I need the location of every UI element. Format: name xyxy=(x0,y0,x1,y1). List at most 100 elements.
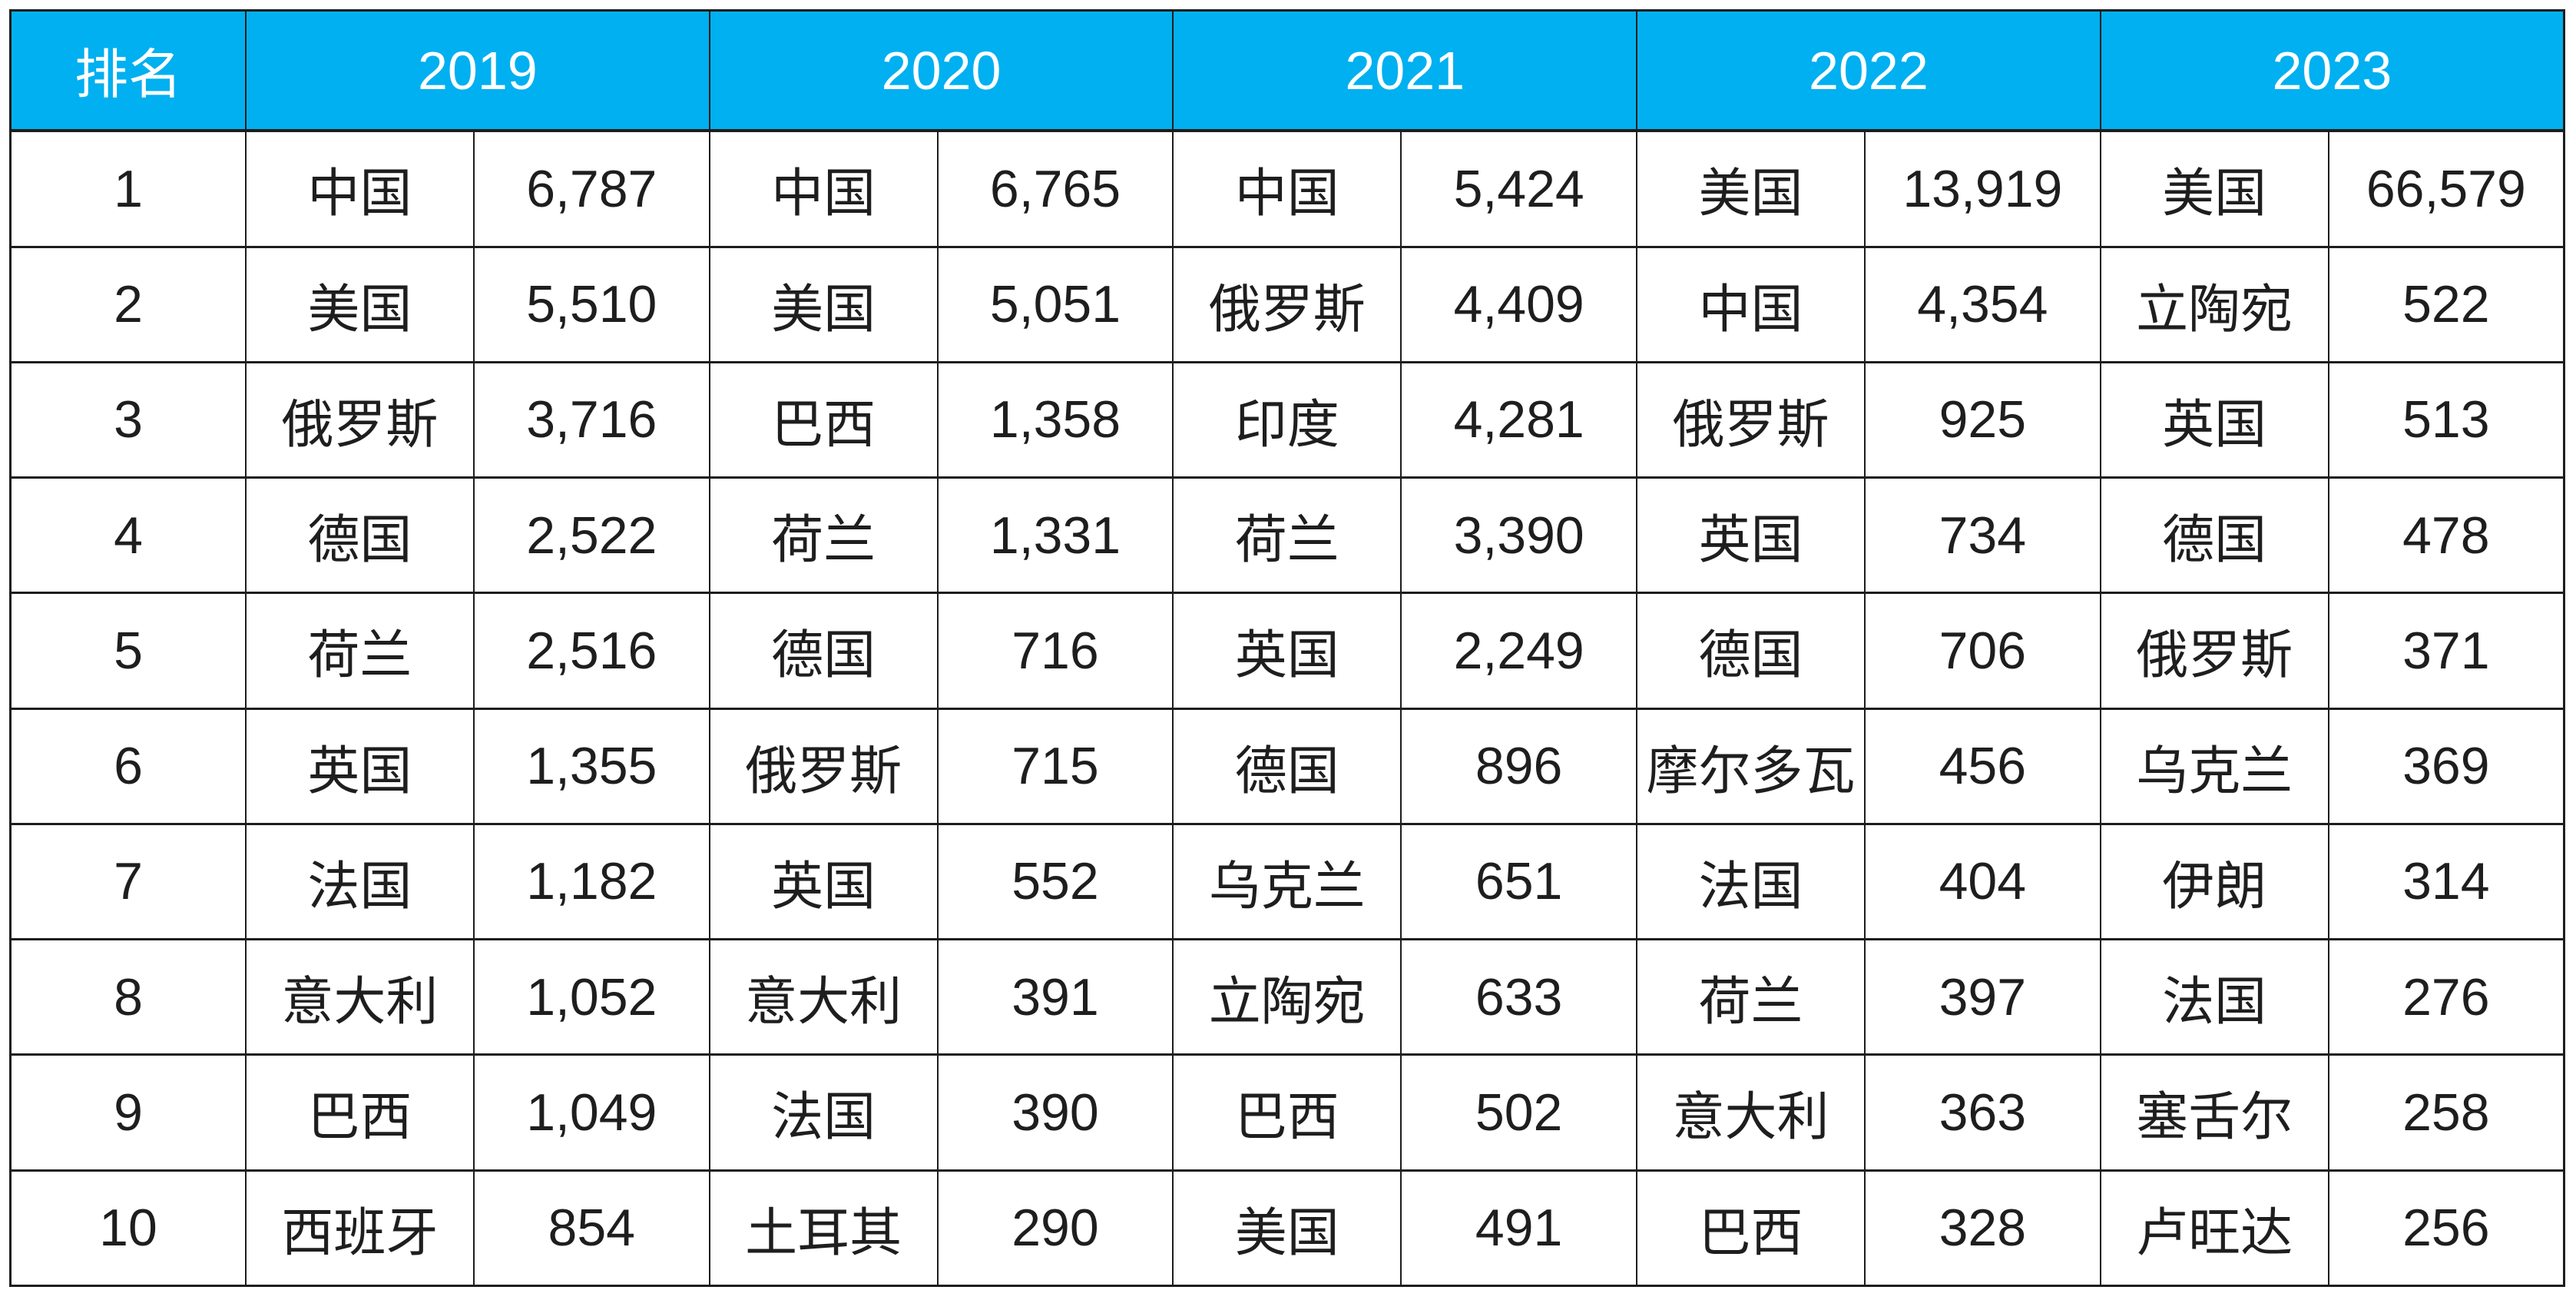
country-cell: 立陶宛 xyxy=(1172,938,1402,1056)
value-cell: 1,331 xyxy=(936,476,1174,595)
value-cell: 716 xyxy=(936,592,1174,710)
country-cell: 塞舌尔 xyxy=(2099,1053,2329,1172)
value-cell: 1,052 xyxy=(472,938,710,1056)
table-row: 3 俄罗斯 3,716 巴西 1,358 印度 4,281 俄罗斯 925 英国 513 xyxy=(9,360,2565,479)
value-cell: 651 xyxy=(1400,822,1638,941)
country-cell: 荷兰 xyxy=(245,592,475,710)
value-cell: 478 xyxy=(2327,476,2565,595)
country-cell: 乌克兰 xyxy=(2099,707,2329,825)
country-cell: 英国 xyxy=(245,707,475,825)
value-cell: 491 xyxy=(1400,1169,1638,1288)
country-cell: 美国 xyxy=(708,245,939,363)
rank-cell: 6 xyxy=(9,707,247,825)
year-header-2020: 2020 xyxy=(708,9,1174,132)
value-cell: 404 xyxy=(1863,822,2101,941)
rank-cell: 10 xyxy=(9,1169,247,1288)
value-cell: 4,409 xyxy=(1400,245,1638,363)
country-cell: 荷兰 xyxy=(1636,938,1866,1056)
country-cell: 德国 xyxy=(2099,476,2329,595)
country-cell: 法国 xyxy=(245,822,475,941)
year-header-2022: 2022 xyxy=(1636,9,2101,132)
country-cell: 巴西 xyxy=(1636,1169,1866,1288)
value-cell: 328 xyxy=(1863,1169,2101,1288)
value-cell: 1,355 xyxy=(472,707,710,825)
country-cell: 立陶宛 xyxy=(2099,245,2329,363)
value-cell: 363 xyxy=(1863,1053,2101,1172)
value-cell: 854 xyxy=(472,1169,710,1288)
value-cell: 925 xyxy=(1863,360,2101,479)
rank-cell: 9 xyxy=(9,1053,247,1172)
country-cell: 德国 xyxy=(1636,592,1866,710)
value-cell: 1,049 xyxy=(472,1053,710,1172)
value-cell: 4,354 xyxy=(1863,245,2101,363)
value-cell: 6,765 xyxy=(936,129,1174,248)
country-cell: 巴西 xyxy=(708,360,939,479)
value-cell: 706 xyxy=(1863,592,2101,710)
country-cell: 美国 xyxy=(1172,1169,1402,1288)
country-cell: 法国 xyxy=(2099,938,2329,1056)
country-cell: 中国 xyxy=(708,129,939,248)
country-cell: 荷兰 xyxy=(708,476,939,595)
value-cell: 6,787 xyxy=(472,129,710,248)
value-cell: 13,919 xyxy=(1863,129,2101,248)
country-cell: 英国 xyxy=(708,822,939,941)
table-row: 5 荷兰 2,516 德国 716 英国 2,249 德国 706 俄罗斯 371 xyxy=(9,592,2565,710)
country-cell: 俄罗斯 xyxy=(708,707,939,825)
rank-cell: 1 xyxy=(9,129,247,248)
country-cell: 俄罗斯 xyxy=(1636,360,1866,479)
country-cell: 英国 xyxy=(1172,592,1402,710)
value-cell: 4,281 xyxy=(1400,360,1638,479)
country-cell: 巴西 xyxy=(245,1053,475,1172)
table-row: 1 中国 6,787 中国 6,765 中国 5,424 美国 13,919 美国 66,579 xyxy=(9,129,2565,248)
value-cell: 256 xyxy=(2327,1169,2565,1288)
country-cell: 卢旺达 xyxy=(2099,1169,2329,1288)
rank-cell: 7 xyxy=(9,822,247,941)
country-cell: 意大利 xyxy=(708,938,939,1056)
rank-cell: 8 xyxy=(9,938,247,1056)
country-cell: 俄罗斯 xyxy=(245,360,475,479)
country-cell: 法国 xyxy=(708,1053,939,1172)
country-cell: 英国 xyxy=(2099,360,2329,479)
country-ranking-table: 排名 2019 2020 2021 2022 2023 1 中国 6,787 中国 6,… xyxy=(9,9,2565,1288)
country-cell: 中国 xyxy=(245,129,475,248)
country-cell: 俄罗斯 xyxy=(2099,592,2329,710)
value-cell: 258 xyxy=(2327,1053,2565,1172)
country-cell: 伊朗 xyxy=(2099,822,2329,941)
header-row: 排名 2019 2020 2021 2022 2023 xyxy=(9,9,2565,132)
rank-cell: 5 xyxy=(9,592,247,710)
table-row: 8 意大利 1,052 意大利 391 立陶宛 633 荷兰 397 法国 276 xyxy=(9,938,2565,1056)
country-cell: 美国 xyxy=(245,245,475,363)
country-cell: 美国 xyxy=(2099,129,2329,248)
rank-column-header: 排名 xyxy=(9,9,247,132)
country-cell: 意大利 xyxy=(245,938,475,1056)
country-cell: 印度 xyxy=(1172,360,1402,479)
value-cell: 513 xyxy=(2327,360,2565,479)
country-cell: 英国 xyxy=(1636,476,1866,595)
country-cell: 德国 xyxy=(708,592,939,710)
country-cell: 摩尔多瓦 xyxy=(1636,707,1866,825)
value-cell: 391 xyxy=(936,938,1174,1056)
value-cell: 314 xyxy=(2327,822,2565,941)
value-cell: 369 xyxy=(2327,707,2565,825)
value-cell: 715 xyxy=(936,707,1174,825)
country-cell: 美国 xyxy=(1636,129,1866,248)
table-row: 7 法国 1,182 英国 552 乌克兰 651 法国 404 伊朗 314 xyxy=(9,822,2565,941)
rank-cell: 4 xyxy=(9,476,247,595)
value-cell: 896 xyxy=(1400,707,1638,825)
table-row: 2 美国 5,510 美国 5,051 俄罗斯 4,409 中国 4,354 立陶宛 522 xyxy=(9,245,2565,363)
value-cell: 390 xyxy=(936,1053,1174,1172)
value-cell: 1,182 xyxy=(472,822,710,941)
year-header-2023: 2023 xyxy=(2099,9,2565,132)
value-cell: 2,522 xyxy=(472,476,710,595)
value-cell: 66,579 xyxy=(2327,129,2565,248)
value-cell: 5,051 xyxy=(936,245,1174,363)
year-header-2021: 2021 xyxy=(1172,9,1638,132)
value-cell: 734 xyxy=(1863,476,2101,595)
value-cell: 633 xyxy=(1400,938,1638,1056)
country-cell: 俄罗斯 xyxy=(1172,245,1402,363)
country-cell: 法国 xyxy=(1636,822,1866,941)
country-cell: 意大利 xyxy=(1636,1053,1866,1172)
value-cell: 5,424 xyxy=(1400,129,1638,248)
value-cell: 276 xyxy=(2327,938,2565,1056)
country-cell: 巴西 xyxy=(1172,1053,1402,1172)
